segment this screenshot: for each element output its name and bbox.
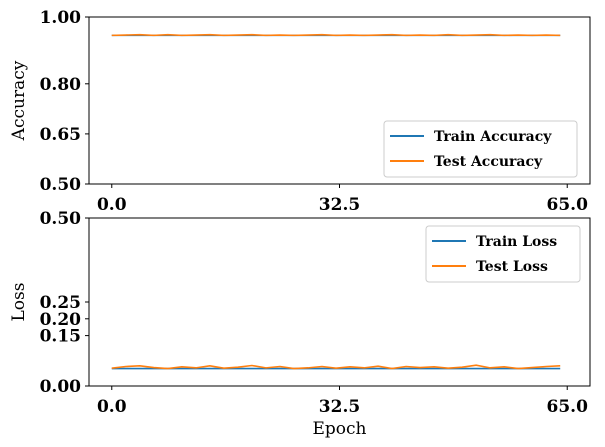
legend: Train Accuracy Test Accuracy bbox=[383, 120, 578, 178]
y-tick-label: 0.50 bbox=[40, 209, 82, 229]
y-tick-label: 0.25 bbox=[40, 293, 81, 313]
legend-label: Test Loss bbox=[476, 259, 548, 275]
x-tick-label: 0.0 bbox=[97, 397, 127, 417]
y-tick-label: 1.00 bbox=[40, 8, 82, 28]
series-line-test-loss bbox=[111, 364, 561, 370]
y-tick-label: 0.65 bbox=[40, 125, 81, 145]
legend-box bbox=[383, 120, 578, 178]
series-line-test-accuracy bbox=[111, 33, 561, 37]
legend-label: Test Accuracy bbox=[434, 154, 543, 170]
x-tick-label: 65.0 bbox=[547, 195, 589, 215]
y-tick-label: 0.80 bbox=[40, 75, 82, 95]
legend: Train Loss Test Loss bbox=[425, 225, 581, 283]
x-tick-label: 65.0 bbox=[547, 397, 589, 417]
x-tick-label: 0.0 bbox=[97, 195, 127, 215]
y-tick-label: 0.15 bbox=[40, 327, 81, 347]
y-tick-label: 0.00 bbox=[40, 377, 82, 397]
y-tick-label: 0.20 bbox=[40, 310, 82, 330]
x-tick-label: 32.5 bbox=[319, 195, 360, 215]
y-axis-label: Accuracy bbox=[9, 60, 29, 141]
y-axis-label: Loss bbox=[9, 283, 29, 322]
loss-panel: 0.0 32.5 65.0 0.00 0.150.200.25 0.50 Loss Epoch… bbox=[9, 209, 591, 439]
x-axis-label: Epoch bbox=[313, 419, 367, 439]
y-tick-label: 0.50 bbox=[40, 175, 82, 195]
legend-label: Train Accuracy bbox=[434, 129, 552, 145]
x-tick-label: 32.5 bbox=[319, 397, 360, 417]
accuracy-panel: 0.0 32.5 65.0 0.50 0.65 0.80 1.00 Accuracy Train… bbox=[9, 8, 591, 215]
legend-label: Train Loss bbox=[476, 234, 557, 250]
